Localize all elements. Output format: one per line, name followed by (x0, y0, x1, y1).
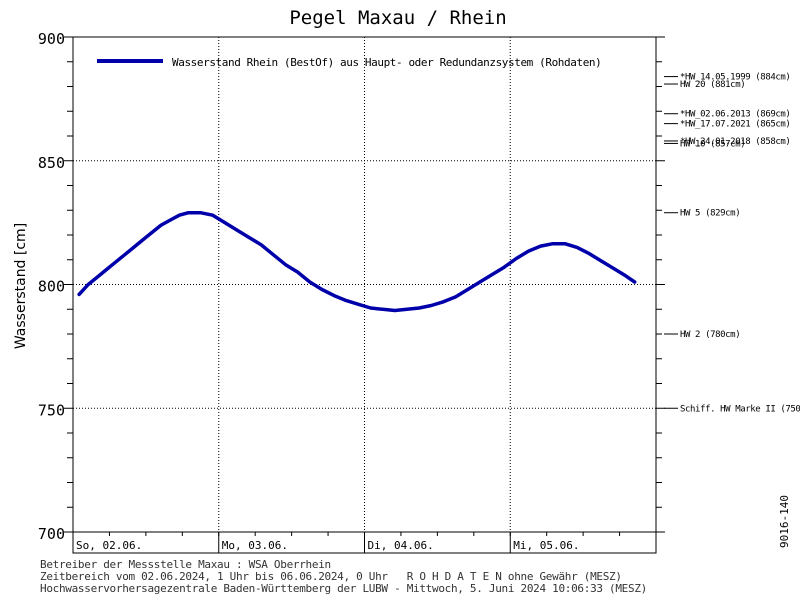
chart-id: 9016-140 (778, 495, 791, 548)
y-tick-label: 800 (38, 278, 65, 296)
y-tick-label: 900 (38, 30, 65, 48)
footer-timerange: Zeitbereich vom 02.06.2024, 1 Uhr bis 06… (40, 570, 622, 583)
x-tick-label: Mo, 03.06. (222, 539, 288, 552)
reference-label: HW 20 (881cm) (680, 80, 745, 90)
grid-lines (73, 37, 656, 532)
series-layer (77, 210, 637, 313)
chart-title: Pegel Maxau / Rhein (289, 7, 506, 29)
footer-provider: Hochwasservorhersagezentrale Baden-Württ… (40, 582, 647, 595)
reference-label: HW 2 (780cm) (680, 330, 740, 340)
x-axis-ticks: So, 02.06. Mo, 03.06. Di, 04.06. Mi, 05.06. (76, 532, 621, 553)
y-tick-label: 750 (38, 401, 65, 419)
reference-label: Schiff. HW Marke II (750cm) (680, 404, 800, 414)
y-axis-ticks: 700 750 800 850 900 (38, 30, 665, 543)
reference-label: HW 10 (857cm) (680, 139, 745, 149)
series-line (77, 210, 637, 313)
footer-operator: Betreiber der Messstelle Maxau : WSA Obe… (40, 558, 331, 571)
reference-label: HW 5 (829cm) (680, 209, 740, 219)
reference-label: *HW_02.06.2013 (869cm) (680, 110, 790, 120)
y-axis-label: Wasserstand [cm] (13, 223, 29, 349)
y-tick-label: 700 (38, 525, 65, 543)
reference-label: *HW_17.07.2021 (865cm) (680, 120, 790, 130)
x-tick-label: Di, 04.06. (368, 539, 434, 552)
x-tick-label: Mi, 05.06. (513, 539, 579, 552)
reference-label: *HW_14.05.1999 (884cm) (680, 73, 790, 83)
legend: Wasserstand Rhein (BestOf) aus Haupt- od… (97, 56, 602, 69)
x-tick-label: So, 02.06. (76, 539, 142, 552)
reference-label: *HW_24.01.2018 (858cm) (680, 137, 790, 147)
y-tick-label: 850 (38, 154, 65, 172)
legend-label: Wasserstand Rhein (BestOf) aus Haupt- od… (172, 56, 601, 69)
reference-marks: *HW_14.05.1999 (884cm)HW 20 (881cm) *HW_0… (664, 73, 800, 414)
